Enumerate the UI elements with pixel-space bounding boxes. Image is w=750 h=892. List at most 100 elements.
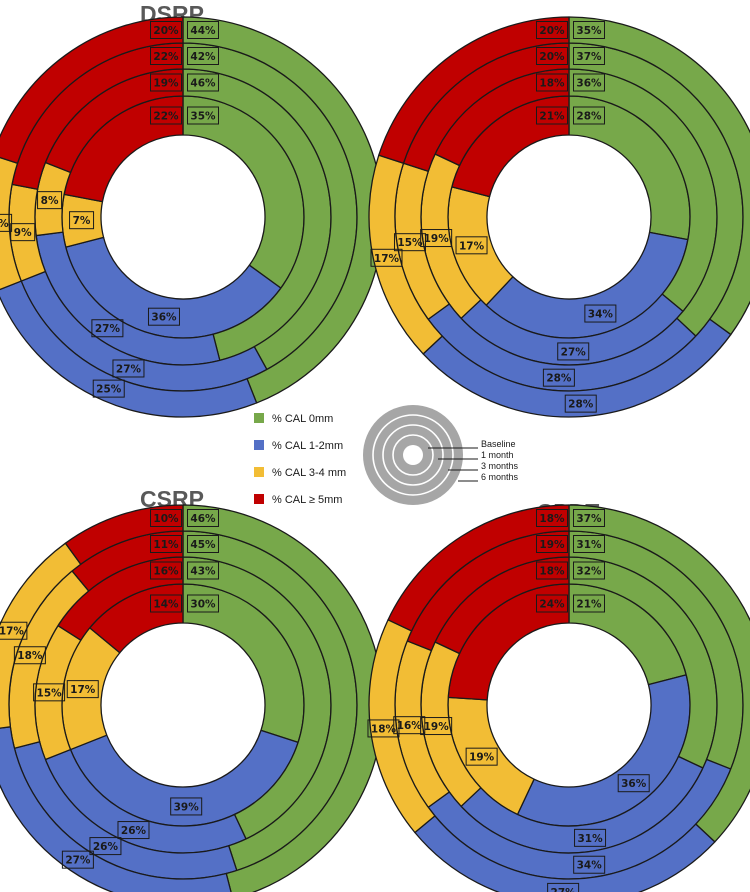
data-label-cal-5mm-6-months: 20% bbox=[150, 21, 182, 39]
label-value: 17% bbox=[70, 684, 96, 696]
label-value: 31% bbox=[576, 539, 602, 551]
data-label-cal-5mm-6-months: 18% bbox=[536, 509, 568, 527]
label-box bbox=[170, 797, 203, 816]
label-value: 14% bbox=[153, 599, 179, 611]
label-box bbox=[147, 307, 180, 326]
donut-chart-dpdt: DPDT28%34%17%21%36%27%19%18%37%28%15%20%… bbox=[368, 14, 750, 418]
label-value: 36% bbox=[151, 312, 177, 324]
label-value: 18% bbox=[539, 513, 565, 525]
label-box bbox=[37, 191, 63, 210]
label-value: 27% bbox=[116, 363, 142, 375]
data-label-cal-1-2mm-baseline: 36% bbox=[617, 774, 650, 793]
label-box bbox=[536, 73, 568, 92]
label-value: 19% bbox=[424, 233, 450, 245]
donut-chart-dsrp: DSRP35%36%7%22%46%27%8%19%42%27%9%22%44%… bbox=[0, 1, 384, 418]
data-label-cal-1-2mm-baseline: 34% bbox=[584, 304, 617, 323]
legend: % CAL 0mm % CAL 1-2mm % CAL 3-4 mm % CAL ≥ … bbox=[254, 413, 346, 506]
label-value: 27% bbox=[561, 346, 587, 358]
data-label-cal-5mm-6-months: 20% bbox=[536, 21, 568, 39]
label-value: 19% bbox=[469, 752, 495, 764]
data-label-cal-0mm-baseline: 28% bbox=[573, 106, 605, 125]
label-box bbox=[150, 509, 182, 527]
segment-cal-1-2mm-6-months bbox=[0, 280, 258, 418]
label-value: 27% bbox=[65, 855, 91, 867]
label-box bbox=[66, 680, 99, 699]
data-label-cal-1-2mm-1-month: 27% bbox=[557, 342, 590, 361]
data-label-cal-0mm-1-month: 46% bbox=[187, 73, 219, 92]
label-box bbox=[573, 594, 605, 613]
data-label-cal-0mm-3-months: 45% bbox=[187, 535, 219, 553]
label-value: 15% bbox=[37, 687, 63, 699]
label-value: 21% bbox=[539, 111, 565, 123]
data-label-cal-5mm-baseline: 14% bbox=[150, 594, 182, 613]
data-label-cal-0mm-3-months: 37% bbox=[573, 47, 605, 65]
label-box bbox=[455, 236, 488, 255]
label-value: 46% bbox=[190, 513, 216, 525]
label-value: 18% bbox=[17, 650, 43, 662]
label-box bbox=[89, 837, 122, 856]
legend-label: % CAL 3-4 mm bbox=[272, 467, 346, 479]
label-box bbox=[187, 73, 219, 92]
label-box bbox=[536, 509, 568, 527]
donut-chart-csrp: CSRP30%39%17%14%43%26%15%16%45%26%18%11%… bbox=[0, 486, 384, 892]
segment-cal-5mm-6-months bbox=[378, 16, 570, 164]
data-label-cal-3-4mm-3-months: 15% bbox=[393, 233, 426, 252]
label-value: 46% bbox=[190, 78, 216, 90]
legend-label: % CAL ≥ 5mm bbox=[272, 494, 342, 506]
label-value: 28% bbox=[576, 111, 602, 123]
label-box bbox=[573, 47, 605, 65]
label-value: 10% bbox=[153, 513, 179, 525]
data-label-cal-5mm-baseline: 21% bbox=[536, 106, 568, 125]
label-value: 22% bbox=[153, 51, 179, 63]
label-box bbox=[573, 535, 605, 553]
label-value: 20% bbox=[539, 25, 565, 37]
legend-label: % CAL 0mm bbox=[272, 413, 333, 425]
segment-cal-0mm-6-months bbox=[182, 504, 384, 892]
data-label-cal-0mm-baseline: 35% bbox=[187, 106, 219, 125]
label-box bbox=[187, 535, 219, 553]
data-label-cal-5mm-3-months: 11% bbox=[150, 535, 182, 553]
legend-swatch bbox=[254, 440, 264, 450]
label-box bbox=[573, 21, 605, 39]
legend-item-cal-3-4mm: % CAL 3-4 mm bbox=[254, 467, 346, 479]
label-value: 43% bbox=[190, 566, 216, 578]
label-value: 18% bbox=[539, 78, 565, 90]
label-box bbox=[150, 106, 182, 125]
label-box bbox=[112, 359, 145, 378]
label-value: 45% bbox=[190, 539, 216, 551]
data-label-cal-5mm-3-months: 22% bbox=[150, 47, 182, 65]
label-value: 37% bbox=[576, 51, 602, 63]
data-label-cal-1-2mm-6-months: 25% bbox=[92, 379, 125, 398]
label-box bbox=[393, 716, 426, 735]
label-box bbox=[617, 774, 650, 793]
label-box bbox=[536, 106, 568, 125]
label-box bbox=[150, 47, 182, 65]
label-box bbox=[10, 223, 36, 242]
label-value: 27% bbox=[551, 887, 577, 892]
label-value: 16% bbox=[397, 720, 423, 732]
ring-key-label-1-month: 1 month bbox=[481, 450, 514, 460]
label-box bbox=[187, 106, 219, 125]
data-label-cal-0mm-baseline: 21% bbox=[573, 594, 605, 613]
label-value: 21% bbox=[576, 599, 602, 611]
label-box bbox=[420, 229, 453, 248]
label-value: 17% bbox=[459, 240, 485, 252]
data-label-cal-1-2mm-1-month: 26% bbox=[117, 821, 150, 840]
data-label-cal-0mm-6-months: 46% bbox=[187, 509, 219, 527]
label-box bbox=[574, 828, 607, 847]
label-value: 44% bbox=[190, 25, 216, 37]
label-value: 19% bbox=[153, 78, 179, 90]
data-label-cal-3-4mm-6-months: 11% bbox=[0, 213, 13, 232]
data-label-cal-5mm-1-month: 18% bbox=[536, 73, 568, 92]
label-box bbox=[150, 535, 182, 553]
legend-swatch bbox=[254, 494, 264, 504]
label-value: 32% bbox=[576, 566, 602, 578]
label-value: 28% bbox=[546, 373, 572, 385]
data-label-cal-0mm-3-months: 31% bbox=[573, 535, 605, 553]
data-label-cal-1-2mm-3-months: 27% bbox=[112, 359, 145, 378]
label-box bbox=[573, 106, 605, 125]
label-box bbox=[465, 747, 498, 766]
data-label-cal-1-2mm-1-month: 27% bbox=[91, 319, 124, 338]
label-box bbox=[573, 73, 605, 92]
